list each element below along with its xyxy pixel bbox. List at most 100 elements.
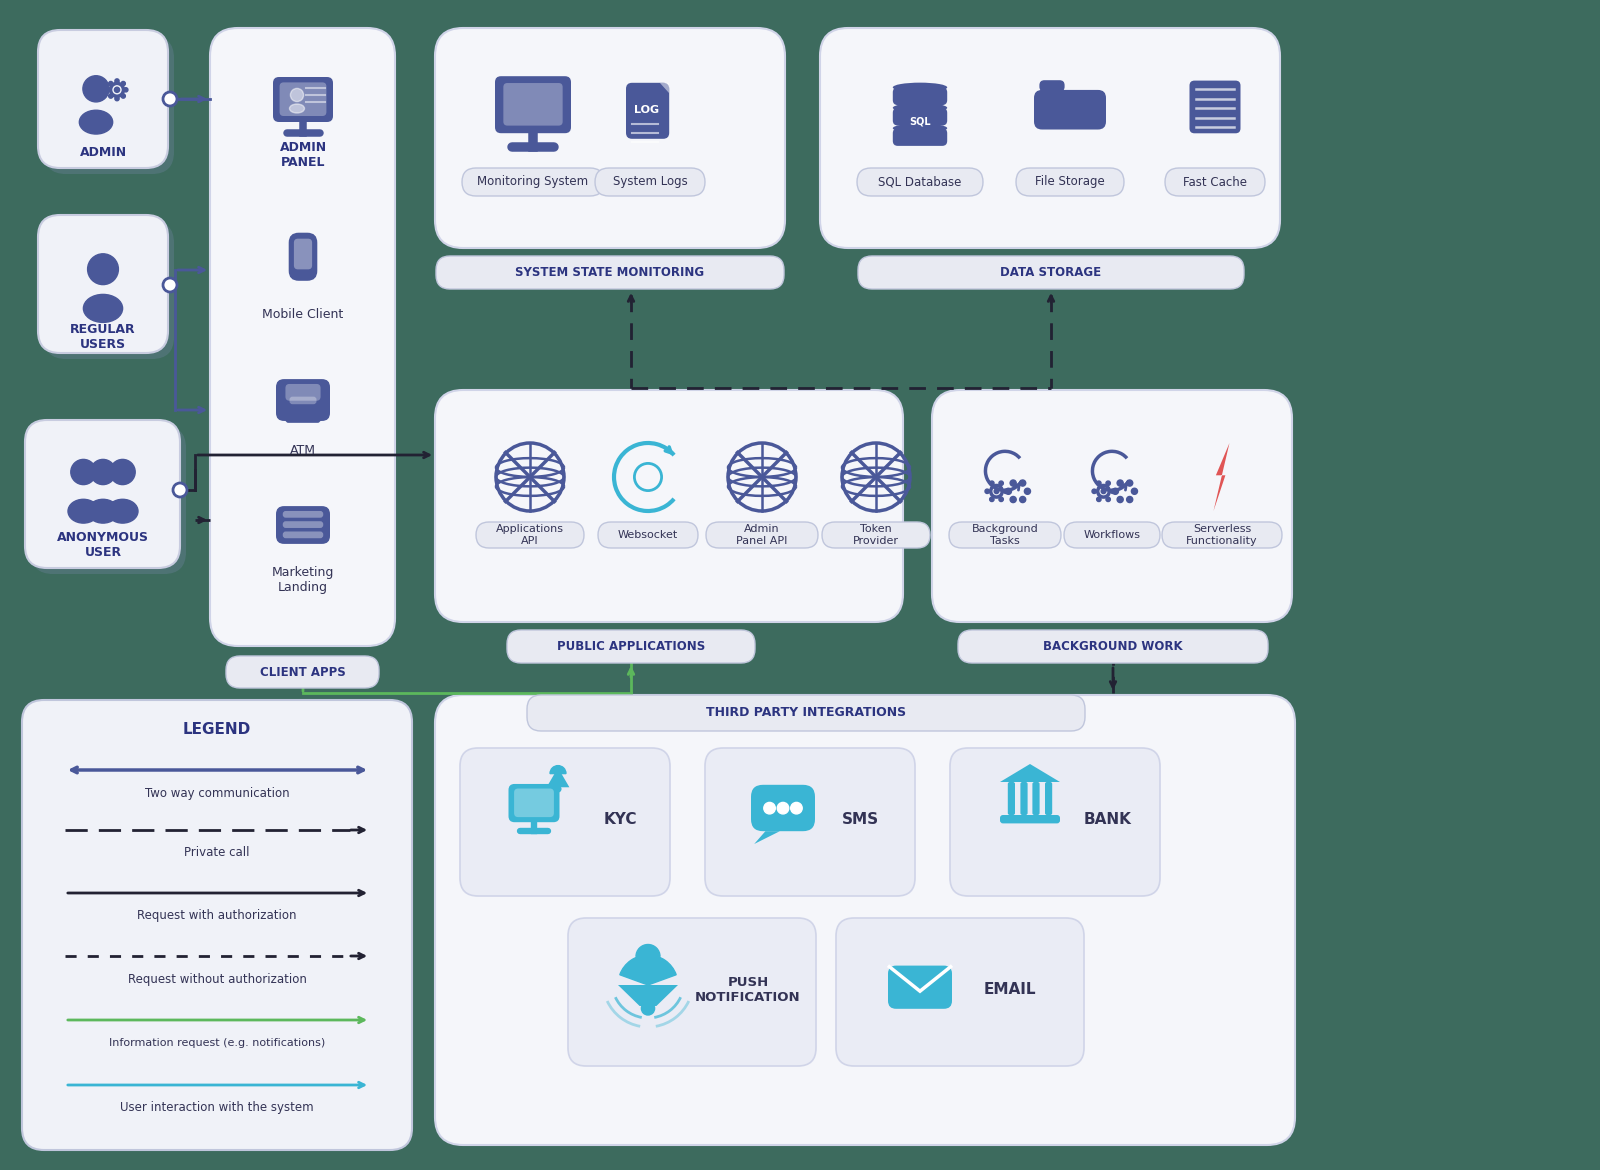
Circle shape bbox=[115, 78, 118, 83]
Circle shape bbox=[1112, 488, 1118, 495]
Circle shape bbox=[163, 278, 178, 292]
Text: System Logs: System Logs bbox=[613, 176, 688, 188]
Text: Admin
Panel API: Admin Panel API bbox=[736, 524, 787, 545]
FancyBboxPatch shape bbox=[45, 221, 174, 359]
Circle shape bbox=[1106, 481, 1110, 486]
FancyBboxPatch shape bbox=[1034, 90, 1106, 130]
Text: Serverless
Functionality: Serverless Functionality bbox=[1186, 524, 1258, 545]
Circle shape bbox=[763, 803, 776, 814]
Text: THIRD PARTY INTEGRATIONS: THIRD PARTY INTEGRATIONS bbox=[706, 707, 906, 720]
Circle shape bbox=[1010, 496, 1016, 503]
Circle shape bbox=[110, 460, 134, 484]
Circle shape bbox=[1131, 488, 1138, 495]
FancyBboxPatch shape bbox=[435, 390, 902, 622]
Circle shape bbox=[642, 1002, 654, 1016]
Circle shape bbox=[990, 497, 994, 502]
FancyBboxPatch shape bbox=[950, 748, 1160, 896]
Text: Marketing
Landing: Marketing Landing bbox=[272, 566, 334, 594]
FancyBboxPatch shape bbox=[819, 28, 1280, 248]
FancyBboxPatch shape bbox=[949, 522, 1061, 548]
Text: Workflows: Workflows bbox=[1083, 530, 1141, 541]
Circle shape bbox=[122, 94, 125, 98]
FancyBboxPatch shape bbox=[509, 784, 560, 823]
Text: Request with authorization: Request with authorization bbox=[138, 909, 296, 922]
Text: EMAIL: EMAIL bbox=[984, 983, 1037, 998]
FancyBboxPatch shape bbox=[494, 76, 571, 133]
Text: Applications
API: Applications API bbox=[496, 524, 563, 545]
FancyBboxPatch shape bbox=[595, 168, 706, 197]
Text: Information request (e.g. notifications): Information request (e.g. notifications) bbox=[109, 1038, 325, 1048]
Circle shape bbox=[998, 481, 1003, 486]
Circle shape bbox=[88, 254, 118, 284]
Circle shape bbox=[1126, 496, 1133, 503]
Text: Monitoring System: Monitoring System bbox=[477, 176, 589, 188]
Wedge shape bbox=[619, 955, 677, 985]
Circle shape bbox=[83, 76, 109, 102]
FancyBboxPatch shape bbox=[435, 695, 1294, 1145]
FancyBboxPatch shape bbox=[26, 420, 179, 567]
Text: Background
Tasks: Background Tasks bbox=[971, 524, 1038, 545]
Circle shape bbox=[1019, 496, 1026, 503]
Text: ADMIN
PANEL: ADMIN PANEL bbox=[280, 142, 326, 168]
Wedge shape bbox=[550, 765, 566, 773]
Circle shape bbox=[109, 82, 114, 85]
Text: PUSH
NOTIFICATION: PUSH NOTIFICATION bbox=[694, 976, 802, 1004]
Text: SQL Database: SQL Database bbox=[878, 176, 962, 188]
FancyBboxPatch shape bbox=[1045, 782, 1053, 815]
FancyBboxPatch shape bbox=[893, 108, 947, 125]
FancyBboxPatch shape bbox=[285, 417, 320, 422]
Text: LOG: LOG bbox=[634, 105, 659, 115]
FancyBboxPatch shape bbox=[568, 918, 816, 1066]
FancyBboxPatch shape bbox=[626, 83, 669, 139]
Polygon shape bbox=[618, 985, 678, 1006]
FancyBboxPatch shape bbox=[598, 522, 698, 548]
FancyBboxPatch shape bbox=[285, 384, 320, 400]
Polygon shape bbox=[659, 83, 669, 94]
FancyBboxPatch shape bbox=[38, 215, 168, 353]
Ellipse shape bbox=[107, 500, 138, 523]
FancyBboxPatch shape bbox=[931, 390, 1293, 622]
Text: Request without authorization: Request without authorization bbox=[128, 973, 307, 986]
FancyBboxPatch shape bbox=[210, 28, 395, 646]
FancyBboxPatch shape bbox=[706, 748, 915, 896]
Ellipse shape bbox=[893, 83, 947, 92]
FancyBboxPatch shape bbox=[462, 168, 605, 197]
Text: Two way communication: Two way communication bbox=[144, 786, 290, 799]
FancyBboxPatch shape bbox=[38, 30, 168, 168]
Circle shape bbox=[555, 786, 562, 792]
Circle shape bbox=[163, 92, 178, 106]
Circle shape bbox=[1024, 488, 1030, 495]
Text: KYC: KYC bbox=[603, 812, 637, 827]
Text: BANK: BANK bbox=[1085, 812, 1131, 827]
FancyBboxPatch shape bbox=[283, 531, 323, 538]
Polygon shape bbox=[1213, 443, 1229, 511]
Polygon shape bbox=[754, 831, 779, 844]
Text: PUBLIC APPLICATIONS: PUBLIC APPLICATIONS bbox=[557, 640, 706, 654]
FancyBboxPatch shape bbox=[274, 77, 333, 122]
Circle shape bbox=[123, 88, 128, 92]
FancyBboxPatch shape bbox=[822, 522, 930, 548]
Text: BACKGROUND WORK: BACKGROUND WORK bbox=[1043, 640, 1182, 654]
Text: DATA STORAGE: DATA STORAGE bbox=[1000, 267, 1101, 280]
Circle shape bbox=[994, 489, 998, 494]
Circle shape bbox=[998, 497, 1003, 502]
Text: Mobile Client: Mobile Client bbox=[262, 309, 344, 322]
FancyBboxPatch shape bbox=[461, 748, 670, 896]
Ellipse shape bbox=[893, 103, 947, 112]
Text: REGULAR
USERS: REGULAR USERS bbox=[70, 323, 136, 351]
Polygon shape bbox=[547, 773, 570, 787]
Circle shape bbox=[790, 803, 802, 814]
Ellipse shape bbox=[80, 110, 112, 135]
Circle shape bbox=[1101, 489, 1106, 494]
Text: Websocket: Websocket bbox=[618, 530, 678, 541]
FancyBboxPatch shape bbox=[893, 129, 947, 146]
Circle shape bbox=[778, 803, 789, 814]
FancyBboxPatch shape bbox=[30, 426, 186, 574]
Ellipse shape bbox=[290, 104, 304, 113]
FancyBboxPatch shape bbox=[858, 256, 1245, 289]
FancyBboxPatch shape bbox=[1032, 782, 1040, 815]
Text: ADMIN: ADMIN bbox=[80, 146, 126, 159]
FancyBboxPatch shape bbox=[435, 256, 784, 289]
FancyBboxPatch shape bbox=[888, 965, 952, 1009]
FancyBboxPatch shape bbox=[226, 656, 379, 688]
